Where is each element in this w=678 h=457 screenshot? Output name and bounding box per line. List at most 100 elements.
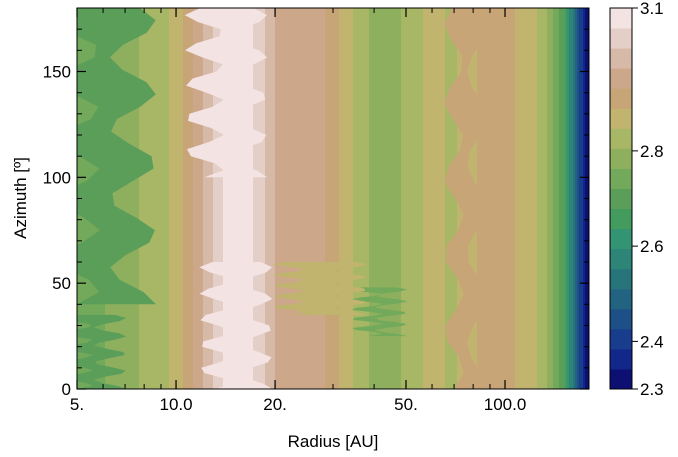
contour-cell (293, 8, 296, 389)
contour-cell (569, 8, 572, 389)
contour-cell (327, 8, 330, 389)
contour-cell (509, 8, 512, 389)
contour-cell (435, 8, 438, 389)
colorbar-level (610, 348, 632, 370)
contour-cell (347, 8, 350, 389)
contour-cell (371, 8, 374, 389)
contour-cell (123, 8, 126, 389)
contour-cell (261, 8, 264, 389)
contour-cell (559, 8, 562, 389)
contour-cell (555, 8, 558, 389)
contour-cell (229, 8, 232, 389)
contour-cell (415, 8, 418, 389)
contour-cell (257, 8, 260, 389)
contour-cell (521, 8, 524, 389)
colorbar-level (610, 308, 632, 330)
contour-cell (543, 8, 546, 389)
contour-cell (343, 8, 346, 389)
y-axis: 0 50 100 150 (43, 28, 589, 399)
contour-cell (447, 8, 450, 389)
contour-cell (281, 8, 284, 389)
contour-cell (245, 8, 248, 389)
contour-cell (121, 8, 124, 389)
contour-cell (115, 8, 118, 389)
contour-cell (159, 8, 162, 389)
contour-cell (201, 8, 204, 389)
colorbar-level (610, 48, 632, 69)
contour-cell (337, 8, 340, 389)
contour-cell (209, 8, 212, 389)
contour-cell (113, 8, 116, 389)
contour-cell (193, 8, 196, 389)
x-tick-label: 100.0 (484, 395, 527, 414)
colorbar: 2.3 2.4 2.6 2.8 3.1 (609, 0, 664, 399)
colorbar-tick-label: 2.3 (640, 380, 664, 399)
contour-cell (277, 8, 280, 389)
contour-cell (239, 8, 242, 389)
colorbar-level (610, 28, 632, 49)
contour-cell (333, 8, 336, 389)
contour-cell (581, 8, 584, 389)
contour-cell (499, 8, 502, 389)
contour-cell (405, 8, 408, 389)
contour-cell (189, 8, 192, 389)
contour-cell (155, 8, 158, 389)
contour-stripes (77, 8, 589, 389)
contour-cell (289, 8, 292, 389)
contour-cell (307, 8, 310, 389)
contour-region (350, 287, 408, 337)
contour-cell (279, 8, 282, 389)
contour-cell (173, 8, 176, 389)
contour-cell (319, 8, 322, 389)
contour-cell (161, 8, 164, 389)
contour-cell (153, 8, 156, 389)
contour-cell (241, 8, 244, 389)
contour-cell (377, 8, 380, 389)
colorbar-level (610, 68, 632, 89)
x-tick-label: 50. (394, 395, 418, 414)
contour-cell (249, 8, 252, 389)
contour-cell (375, 8, 378, 389)
contour-cell (135, 8, 138, 389)
contour-cell (329, 8, 332, 389)
contour-cell (287, 8, 290, 389)
contour-cell (361, 8, 364, 389)
contour-cell (273, 8, 276, 389)
contour-cell (117, 8, 120, 389)
colorbar-level (610, 248, 632, 270)
contour-cell (573, 8, 576, 389)
contour-cell (575, 8, 578, 389)
colorbar-frame (609, 7, 633, 390)
y-tick-label: 50 (52, 274, 71, 293)
contour-cell (395, 8, 398, 389)
contour-cell (231, 8, 234, 389)
contour-cell (315, 8, 318, 389)
contour-cell (253, 8, 256, 389)
contour-cell (353, 8, 356, 389)
contour-cell (225, 8, 228, 389)
contour-cell (443, 8, 446, 389)
contour-cell (195, 8, 198, 389)
contour-cell (449, 8, 452, 389)
contour-cell (147, 8, 150, 389)
contour-features (77, 8, 487, 389)
contour-region (77, 8, 156, 305)
contour-cell (223, 8, 226, 389)
contour-cell (523, 8, 526, 389)
contour-cell (567, 8, 570, 389)
colorbar-tick-label: 2.8 (640, 142, 664, 161)
contour-region (199, 262, 273, 389)
contour-cell (303, 8, 306, 389)
contour-cell (505, 8, 508, 389)
contour-cell (179, 8, 182, 389)
contour-cell (487, 8, 490, 389)
contour-cell (351, 8, 354, 389)
contour-cell (175, 8, 178, 389)
contour-cell (397, 8, 400, 389)
contour-cell (381, 8, 384, 389)
colorbar-level (610, 288, 632, 310)
contour-cell (237, 8, 240, 389)
contour-cell (219, 8, 222, 389)
colorbar-level (610, 168, 632, 189)
